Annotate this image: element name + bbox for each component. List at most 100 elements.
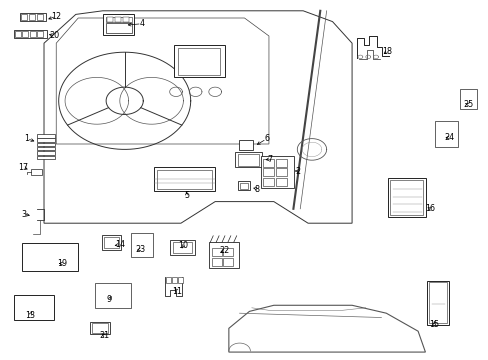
Bar	[37, 14, 42, 20]
Text: 12: 12	[51, 12, 61, 21]
Bar	[16, 311, 53, 314]
Bar	[16, 309, 53, 311]
Bar	[37, 138, 55, 142]
Text: 14: 14	[115, 240, 124, 249]
Text: 18: 18	[382, 46, 391, 55]
Bar	[16, 314, 53, 316]
Text: 5: 5	[184, 191, 189, 199]
Bar	[16, 301, 53, 303]
Bar	[51, 253, 62, 261]
Text: 17: 17	[19, 163, 28, 172]
Bar	[38, 253, 49, 261]
Bar	[31, 169, 41, 175]
Bar	[24, 253, 36, 261]
Bar	[105, 17, 131, 22]
Text: 3: 3	[21, 210, 26, 219]
Bar	[211, 258, 221, 266]
Bar	[14, 295, 54, 320]
Bar	[92, 323, 107, 333]
Bar	[15, 31, 21, 37]
Bar	[238, 140, 253, 150]
Text: 16: 16	[425, 204, 434, 213]
Bar	[30, 31, 36, 37]
Text: 15: 15	[428, 320, 438, 329]
Bar	[16, 304, 53, 306]
Bar	[16, 296, 53, 298]
Bar	[37, 147, 55, 150]
Bar	[427, 281, 448, 325]
Bar	[434, 121, 457, 147]
Bar	[105, 23, 131, 33]
Bar	[178, 277, 183, 283]
Bar	[276, 168, 286, 176]
Bar	[157, 170, 211, 189]
Bar	[235, 152, 262, 167]
Text: 20: 20	[50, 31, 60, 40]
Bar	[166, 277, 171, 283]
Bar	[389, 180, 423, 215]
Bar	[20, 13, 46, 21]
Bar	[154, 167, 215, 191]
Bar	[21, 243, 78, 271]
Bar	[24, 245, 36, 252]
Bar	[90, 322, 109, 334]
Bar	[95, 283, 131, 308]
Bar	[24, 262, 36, 269]
Bar	[428, 282, 446, 323]
Bar	[263, 159, 273, 167]
Bar	[16, 299, 53, 301]
Bar	[102, 14, 134, 35]
Bar	[38, 262, 49, 269]
Bar	[211, 248, 221, 256]
Bar	[104, 237, 119, 248]
Bar	[115, 17, 121, 22]
Bar	[131, 233, 153, 257]
Bar	[64, 245, 76, 252]
Bar	[51, 262, 62, 269]
Text: 23: 23	[136, 245, 145, 253]
Text: 24: 24	[444, 133, 454, 142]
Text: 25: 25	[463, 100, 472, 109]
Bar	[223, 258, 233, 266]
Bar	[107, 17, 113, 22]
Bar	[172, 242, 192, 253]
Bar	[37, 156, 55, 159]
Bar	[387, 178, 425, 217]
Bar	[21, 14, 27, 20]
Bar	[263, 168, 273, 176]
Bar	[37, 151, 55, 155]
Bar	[64, 262, 76, 269]
Bar	[178, 48, 220, 75]
Bar	[16, 316, 53, 319]
Bar	[209, 242, 238, 268]
Bar	[172, 277, 177, 283]
Bar	[37, 143, 55, 146]
Text: 11: 11	[172, 287, 182, 296]
Bar	[260, 156, 293, 188]
Text: 13: 13	[25, 310, 35, 320]
Bar	[459, 89, 476, 109]
Bar	[14, 30, 47, 38]
Bar	[102, 235, 121, 250]
Text: 2: 2	[295, 166, 300, 175]
Bar	[51, 245, 62, 252]
Bar	[16, 306, 53, 309]
Bar	[223, 248, 233, 256]
Bar	[173, 45, 224, 77]
Text: 8: 8	[254, 184, 259, 194]
Bar	[239, 183, 248, 189]
Bar	[263, 178, 273, 186]
Bar	[276, 159, 286, 167]
Bar	[276, 178, 286, 186]
Text: 6: 6	[264, 134, 268, 143]
Bar	[29, 14, 35, 20]
Bar	[238, 181, 249, 190]
Text: 21: 21	[99, 331, 109, 340]
Bar	[37, 31, 43, 37]
Text: 4: 4	[139, 19, 144, 28]
Bar	[122, 17, 129, 22]
Text: 7: 7	[267, 154, 272, 163]
Text: 1: 1	[24, 134, 29, 143]
Bar	[22, 31, 28, 37]
Text: 22: 22	[220, 246, 229, 255]
